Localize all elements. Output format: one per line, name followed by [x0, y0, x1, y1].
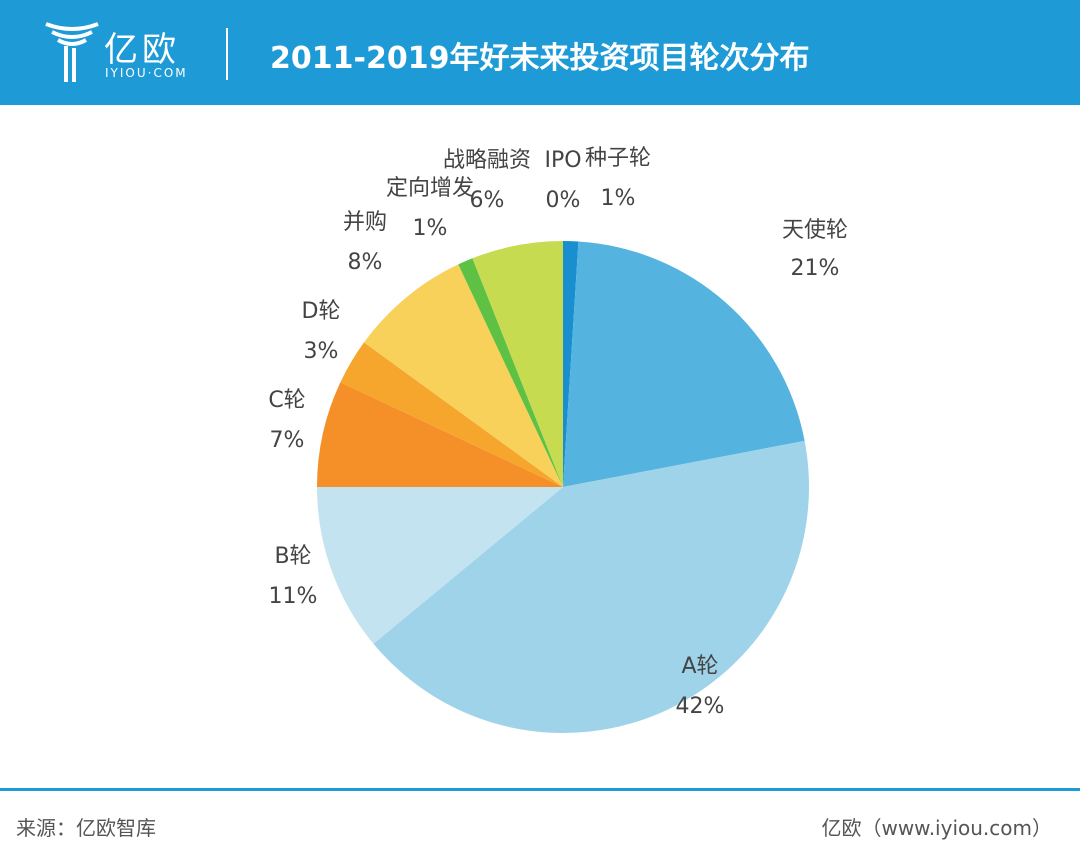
slice-value-label-5: 3% — [304, 339, 339, 364]
slice-value-label-8: 6% — [470, 188, 505, 213]
pie-slice-5 — [340, 342, 563, 487]
pie-slice-4 — [317, 382, 563, 487]
slice-name-label-7: 定向增发 — [386, 176, 474, 201]
header-divider — [226, 28, 228, 80]
pie-slice-6 — [363, 264, 563, 487]
pie-labels: 种子轮 1% 天使轮 21% A轮 42% B轮 11% C轮 7% D轮 3% 并购 8% 定向增发 1% 战… — [268, 146, 848, 719]
slice-name-label-2: A轮 — [681, 654, 718, 679]
pie-slice-8 — [472, 241, 563, 487]
slice-value-label-1: 21% — [791, 256, 840, 281]
pie-slice-2 — [373, 440, 809, 734]
slice-value-label-9: 0% — [546, 188, 581, 213]
slice-value-label-7: 1% — [413, 216, 448, 241]
credit-note: 亿欧（www.iyiou.com） — [821, 816, 1052, 840]
slice-name-label-5: D轮 — [302, 299, 341, 324]
pie-slice-1 — [563, 241, 805, 487]
slice-name-label-9: IPO — [544, 148, 581, 173]
slice-name-label-1: 天使轮 — [782, 218, 848, 243]
pie-slice-0 — [563, 241, 579, 487]
slice-value-label-2: 42% — [676, 694, 725, 719]
slice-name-label-4: C轮 — [268, 388, 305, 413]
header-bar: 亿欧 IYIOU·COM 2011-2019年好未来投资项目轮次分布 — [0, 0, 1080, 105]
footer-divider — [0, 788, 1080, 791]
slice-value-label-6: 8% — [348, 250, 383, 275]
pie-slice-3 — [317, 487, 563, 644]
iyiou-logo-icon — [45, 22, 99, 82]
slice-value-label-0: 1% — [601, 186, 636, 211]
slice-value-label-3: 11% — [269, 584, 318, 609]
pie-slices — [317, 241, 809, 734]
slice-name-label-8: 战略融资 — [443, 148, 531, 173]
slice-name-label-6: 并购 — [343, 210, 387, 235]
slice-name-label-0: 种子轮 — [585, 146, 651, 171]
slice-name-label-3: B轮 — [274, 544, 311, 569]
chart-title: 2011-2019年好未来投资项目轮次分布 — [270, 41, 810, 76]
pie-slice-7 — [458, 258, 563, 487]
logo-text: 亿欧 — [104, 30, 180, 70]
source-note: 来源：亿欧智库 — [16, 816, 156, 840]
pie-chart: 种子轮 1% 天使轮 21% A轮 42% B轮 11% C轮 7% D轮 3% 并购 8% 定向增发 1% 战… — [268, 146, 848, 734]
logo-subtext: IYIOU·COM — [105, 66, 188, 80]
slice-value-label-4: 7% — [270, 428, 305, 453]
